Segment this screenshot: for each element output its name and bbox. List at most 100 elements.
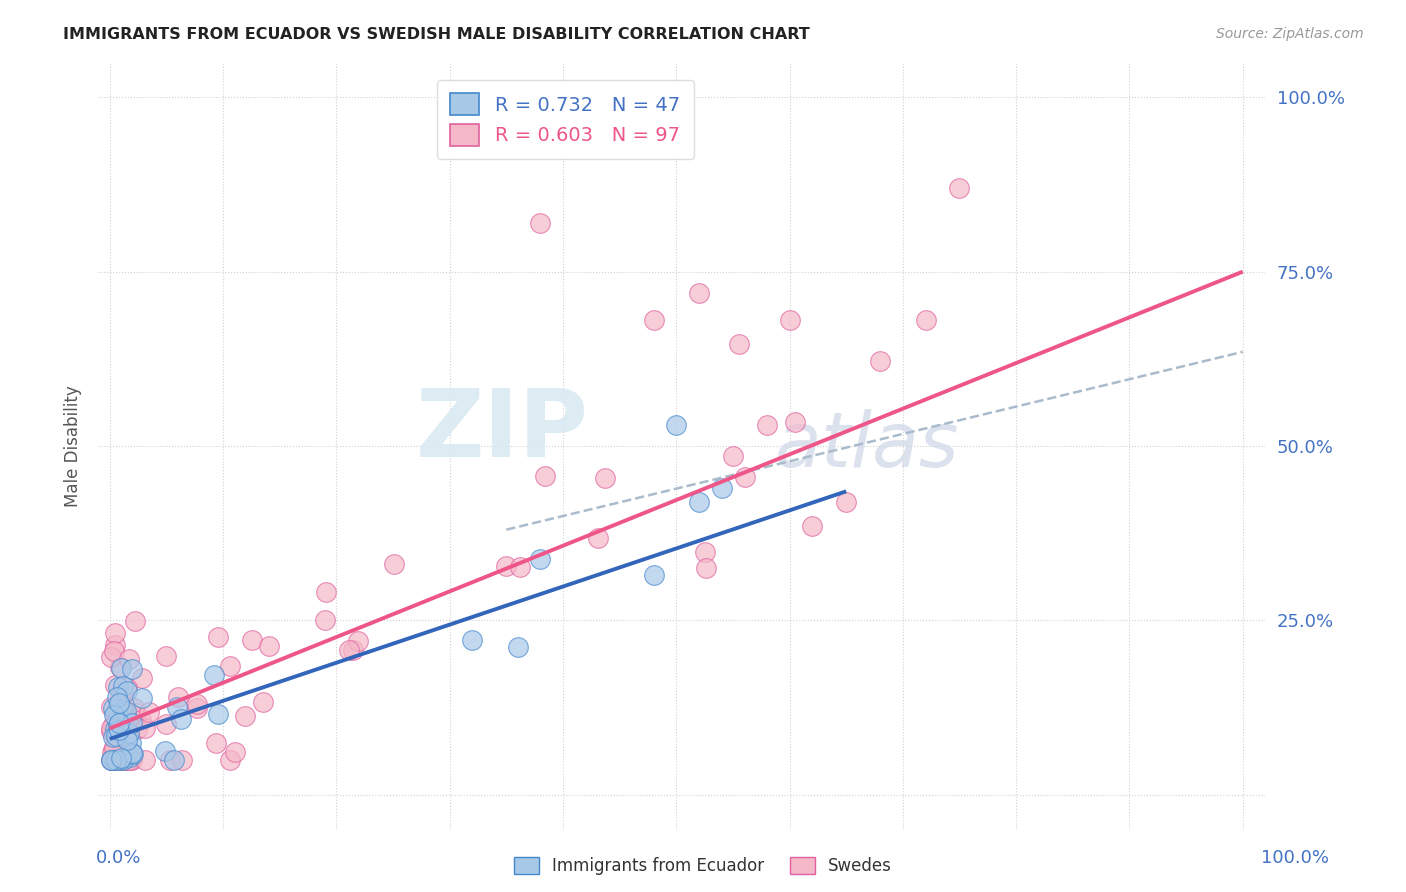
Point: [118, 749, 141, 764]
Point: [110, 661, 132, 675]
Point: [337, 643, 360, 657]
Point: [342, 642, 364, 657]
Point: [643, 313, 665, 327]
Point: [734, 470, 756, 484]
Point: [114, 753, 136, 767]
Point: [104, 678, 127, 692]
Point: [103, 643, 125, 657]
Point: [163, 753, 186, 767]
Point: [110, 707, 132, 722]
Point: [131, 691, 153, 706]
Point: [108, 715, 131, 730]
Point: [755, 418, 778, 433]
Point: [115, 684, 138, 698]
Point: [105, 690, 128, 704]
Point: [242, 632, 264, 647]
Point: [233, 709, 256, 723]
Point: [117, 747, 139, 761]
Point: [533, 469, 555, 483]
Point: [257, 639, 280, 653]
Point: [186, 700, 208, 714]
Point: [100, 753, 122, 767]
Point: [124, 711, 146, 725]
Point: [108, 723, 131, 737]
Point: [104, 722, 127, 736]
Point: [104, 638, 127, 652]
Point: [506, 640, 529, 654]
Point: [101, 730, 124, 744]
Point: [103, 746, 125, 760]
Point: [134, 753, 156, 767]
Point: [347, 634, 370, 648]
Point: [835, 495, 858, 509]
Point: [159, 753, 181, 767]
Point: [105, 723, 128, 737]
Text: atlas: atlas: [775, 409, 960, 483]
Point: [121, 746, 143, 760]
Point: [103, 753, 125, 767]
Text: 0.0%: 0.0%: [96, 849, 141, 867]
Point: [315, 585, 337, 599]
Point: [801, 519, 824, 533]
Point: [529, 216, 551, 230]
Point: [186, 697, 208, 711]
Point: [382, 557, 405, 571]
Point: [593, 471, 616, 485]
Point: [207, 630, 229, 644]
Point: [101, 753, 124, 767]
Point: [688, 285, 710, 300]
Point: [124, 615, 146, 629]
Point: [710, 481, 733, 495]
Point: [728, 336, 751, 351]
Point: [131, 713, 153, 727]
Point: [461, 633, 484, 648]
Point: [111, 703, 134, 717]
Point: [110, 751, 132, 765]
Point: [105, 702, 128, 716]
Point: [104, 713, 127, 727]
Point: [115, 681, 138, 695]
Point: [101, 743, 124, 757]
Point: [110, 753, 132, 767]
Point: [121, 715, 143, 730]
Point: [155, 649, 177, 664]
Point: [166, 690, 188, 704]
Point: [170, 712, 193, 726]
Text: IMMIGRANTS FROM ECUADOR VS SWEDISH MALE DISABILITY CORRELATION CHART: IMMIGRANTS FROM ECUADOR VS SWEDISH MALE …: [63, 27, 810, 42]
Point: [779, 313, 801, 327]
Point: [110, 736, 132, 750]
Text: 100.0%: 100.0%: [1261, 849, 1329, 867]
Point: [869, 354, 891, 368]
Point: [100, 753, 122, 767]
Point: [120, 753, 142, 767]
Point: [101, 753, 124, 767]
Point: [120, 735, 142, 749]
Point: [103, 753, 125, 767]
Legend: Immigrants from Ecuador, Swedes: Immigrants from Ecuador, Swedes: [506, 849, 900, 884]
Point: [948, 181, 970, 195]
Point: [108, 753, 131, 767]
Point: [693, 545, 716, 559]
Point: [688, 495, 710, 509]
Point: [114, 717, 136, 731]
Point: [105, 729, 128, 743]
Point: [114, 704, 136, 718]
Legend: R = 0.732   N = 47, R = 0.603   N = 97: R = 0.732 N = 47, R = 0.603 N = 97: [437, 79, 693, 159]
Text: ZIP: ZIP: [416, 384, 589, 476]
Point: [166, 699, 188, 714]
Point: [138, 705, 160, 719]
Point: [529, 552, 551, 566]
Point: [122, 701, 145, 715]
Point: [495, 559, 517, 574]
Point: [108, 660, 131, 674]
Point: [643, 568, 665, 582]
Point: [125, 722, 148, 736]
Point: [914, 313, 936, 327]
Point: [224, 745, 246, 759]
Point: [153, 744, 176, 758]
Point: [108, 713, 131, 727]
Point: [108, 696, 131, 710]
Point: [107, 721, 129, 735]
Point: [100, 650, 122, 665]
Point: [207, 706, 229, 721]
